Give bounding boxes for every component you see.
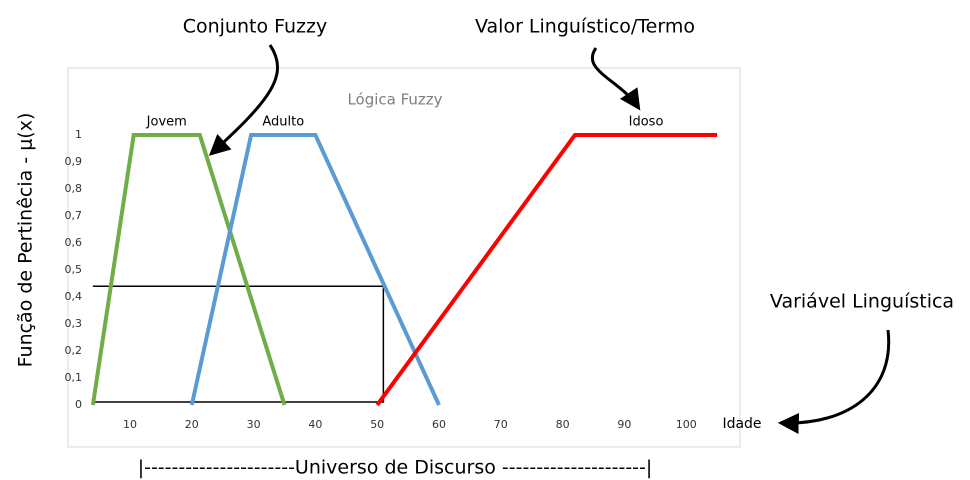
arrow	[777, 329, 891, 434]
arrow	[590, 47, 641, 111]
annotation: Conjunto Fuzzy	[183, 16, 328, 38]
guide-line	[92, 285, 385, 403]
y-tick-label: 0,6	[65, 236, 83, 249]
x-tick-label: 70	[494, 418, 508, 431]
y-tick-label: 0,7	[65, 209, 83, 222]
y-tick-label: 0,4	[65, 290, 83, 303]
x-tick-label: 100	[676, 418, 697, 431]
x-tick-label: 60	[432, 418, 446, 431]
annotation: Valor Linguístico/Termo	[475, 16, 695, 38]
x-tick-label: 80	[556, 418, 570, 431]
series-line	[375, 133, 718, 407]
y-tick-label: 0,9	[65, 155, 83, 168]
series-label: Idoso	[629, 115, 664, 130]
annotation: Variável Linguística	[770, 291, 954, 313]
y-tick-label: 0,1	[65, 371, 83, 384]
y-tick-label: 1	[75, 128, 82, 141]
y-axis-label: Função de Pertinêcia - μ(x)	[15, 113, 37, 368]
x-tick-label: 10	[123, 418, 137, 431]
y-tick-label: 0,8	[65, 182, 83, 195]
plot-frame	[67, 67, 741, 448]
series-line	[90, 133, 287, 406]
x-tick-label: 40	[308, 418, 322, 431]
y-tick-label: 0	[75, 398, 82, 411]
arrow	[208, 44, 279, 156]
chart-title: Lógica Fuzzy	[347, 91, 442, 109]
x-tick-label: 30	[247, 418, 261, 431]
series-line	[189, 133, 441, 406]
x-tick-label: 20	[185, 418, 199, 431]
x-tick-label: 90	[617, 418, 631, 431]
x-axis-label: Idade	[722, 416, 761, 432]
x-tick-label: 50	[370, 418, 384, 431]
series-label: Jovem	[146, 115, 187, 130]
y-tick-label: 0,3	[65, 317, 83, 330]
series-label: Adulto	[262, 115, 304, 130]
annotation: |----------------------Universo de Discu…	[138, 457, 653, 479]
y-tick-label: 0,2	[65, 344, 83, 357]
y-tick-label: 0,5	[65, 263, 83, 276]
